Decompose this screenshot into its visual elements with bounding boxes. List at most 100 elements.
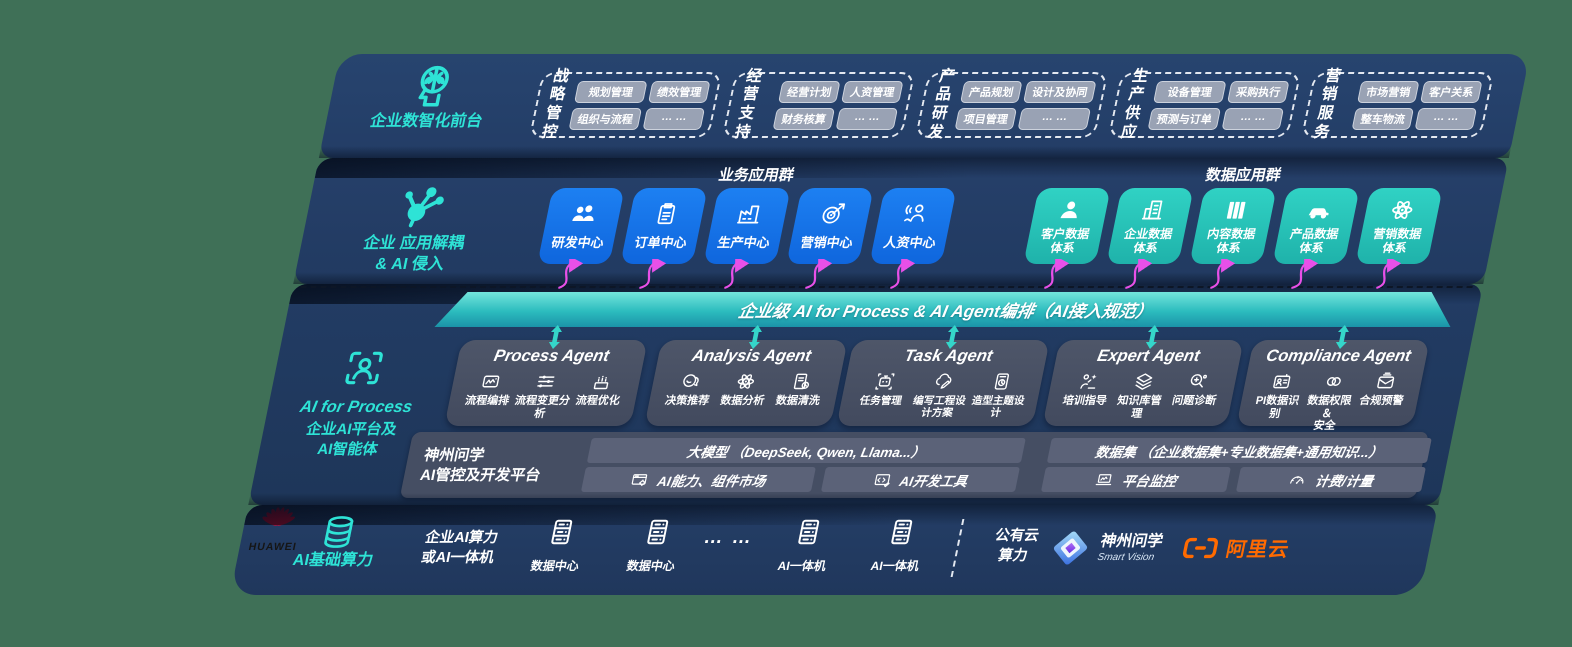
access-boundary-dashed-line [300, 286, 1473, 288]
group-operation: 经营 支持 经营计划 人资管理 财务核算 … … [721, 68, 916, 141]
node-label: AI一体机 [869, 559, 921, 573]
building-icon [1138, 197, 1169, 223]
design-icon [989, 371, 1014, 392]
node-label: 数据中心 [625, 559, 677, 573]
front-office-side-label: 企业数智化前台 [344, 62, 518, 133]
analysis-agent-card: Analysis Agent 决策推荐 数据分析 数据清洗 [644, 340, 848, 426]
training-icon [1076, 371, 1101, 392]
aliyun-bracket-icon [1183, 537, 1219, 558]
app-layer-side-label: 企业 应用解耦 & AI 侵入 [325, 182, 509, 276]
chip: 规划管理 [574, 80, 648, 103]
dataset-bar: 数据集 （企业数据集+专业数据集+通用知识...） [1046, 438, 1432, 463]
app-label: 营销数据 体系 [1371, 226, 1423, 255]
data-apps-header: 数据应用群 [1204, 167, 1283, 184]
factory-icon [734, 201, 765, 227]
model-bar: 大模型 （DeepSeek, Qwen, Llama...） [586, 438, 1026, 463]
mail-icon [1373, 371, 1398, 392]
platform-title: 神州问学 AI管控及开发平台 [418, 447, 542, 485]
person-icon [1055, 197, 1086, 223]
group-product: 产品 研发 产品规划 设计及协同 项目管理 … … [914, 68, 1109, 141]
app-label: 研发中心 [550, 235, 606, 250]
node-ai-appliance-1: AI一体机 [768, 517, 844, 574]
app-label: 生产中心 [716, 235, 772, 250]
agent-item-label: 数据清洗 [774, 395, 821, 407]
smartvision-logo: 神州问学 Smart Vision [1045, 527, 1166, 569]
agent-item-label: 决策推荐 [663, 395, 711, 407]
app-order-center: 订单中心 [620, 188, 708, 264]
vendor-subtitle: Smart Vision [1096, 552, 1156, 564]
diagnose-icon [1185, 371, 1210, 392]
server-icon [544, 517, 580, 547]
chip: … … [835, 107, 899, 130]
atom-icon [734, 371, 759, 392]
data-enterprise: 企业数据 体系 [1106, 188, 1194, 264]
layer-applications: 企业 应用解耦 & AI 侵入 业务应用群 数据应用群 研发中心 订单中心 生产… [293, 158, 1509, 284]
huawei-flower-icon [262, 507, 295, 526]
books-icon [1221, 197, 1252, 223]
node-label: 数据中心 [529, 559, 581, 573]
agent-item-label: 合规预警 [1358, 395, 1405, 407]
chip: 设备管理 [1153, 80, 1227, 103]
server-icon [640, 517, 676, 547]
scan-person-icon [338, 346, 391, 390]
chip: 组织与流程 [568, 107, 643, 130]
app-hr-center: 人资中心 [869, 188, 957, 264]
agent-title: Analysis Agent [690, 347, 813, 365]
vendor-name: 阿里云 [1223, 539, 1292, 561]
atom-icon [1387, 197, 1418, 223]
node-datacenter-2: 数据中心 [617, 517, 693, 574]
gauge-icon [1287, 471, 1309, 489]
ai-market-bar: AI能力、组件市场 [580, 467, 816, 492]
devtools-icon [871, 471, 893, 489]
ai-orchestration-bar: 企业级 AI for Process & AI Agent编排（AI接入规范） [434, 292, 1457, 327]
ai-devtools-bar: AI开发工具 [820, 467, 1020, 492]
expert-agent-card: Expert Agent 培训指导 知识库管理 问题诊断 [1042, 340, 1244, 426]
node-datacenter-1: 数据中心 [521, 517, 597, 574]
double-arrow-icon [1335, 325, 1349, 349]
agent-title: Compliance Agent [1264, 347, 1413, 365]
chip: 人资管理 [841, 80, 904, 103]
hr-icon [900, 201, 931, 227]
rings-icon [1321, 371, 1346, 392]
target-icon [817, 201, 848, 227]
bar-label: 平台监控 [1120, 473, 1178, 489]
app-label: 企业数据 体系 [1122, 226, 1174, 255]
chip: 预测与订单 [1147, 107, 1222, 130]
node-label: AI一体机 [776, 559, 828, 573]
double-arrow-icon [548, 325, 562, 349]
node-ai-appliance-2: AI一体机 [861, 517, 937, 574]
doc-clean-icon [789, 371, 814, 392]
model-tools-group: 大模型 （DeepSeek, Qwen, Llama...） AI能力、组件市场… [580, 438, 1026, 492]
clipboard-icon [651, 201, 682, 227]
task-agent-card: Task Agent 任务管理 编写工程设计方案 造型主题设计 [836, 340, 1050, 426]
layer-front-office: 企业数智化前台 战略 管控 规划管理 绩效管理 组织与流程 … … 经营 支持 … [318, 54, 1531, 158]
server-icon [791, 517, 827, 547]
molecule-icon [390, 182, 453, 234]
chip: 整车物流 [1351, 107, 1415, 130]
bar-label: AI开发工具 [898, 473, 969, 489]
agent-item-label: 数据权限＆ 安全 [1306, 395, 1353, 433]
group-name: 营销 服务 [1312, 67, 1343, 141]
cloud-edit-icon [931, 371, 956, 392]
agent-item-label: 流程变更分析 [513, 395, 572, 420]
app-layer-label: 企业 应用解耦 & AI 侵入 [361, 235, 466, 273]
chip: 采购执行 [1227, 80, 1290, 103]
agent-title: Process Agent [492, 347, 611, 365]
ai-layer-title: AI for Process [298, 398, 414, 416]
compliance-agent-card: Compliance Agent PI数据识别 数据权限＆ 安全 合规预警 [1236, 340, 1430, 432]
database-icon [316, 513, 362, 551]
public-cloud-label: 公有云 算力 [993, 528, 1041, 564]
chip: 设计及协同 [1023, 80, 1097, 103]
optimize-icon [589, 371, 614, 392]
app-label: 营销中心 [799, 235, 855, 250]
car-icon [1304, 197, 1335, 223]
data-product: 产品数据 体系 [1272, 188, 1360, 264]
app-label: 人资中心 [882, 235, 938, 250]
huawei-logo: HUAWEI [238, 505, 314, 553]
group-marketing: 营销 服务 市场营销 客户关系 整车物流 … … [1300, 68, 1495, 141]
cloud-section-divider [950, 519, 965, 577]
smartvision-diamond-icon [1053, 531, 1088, 565]
robot-icon [872, 371, 897, 392]
diagram-panel: 企业数智化前台 战略 管控 规划管理 绩效管理 组织与流程 … … 经营 支持 … [229, 54, 1531, 595]
